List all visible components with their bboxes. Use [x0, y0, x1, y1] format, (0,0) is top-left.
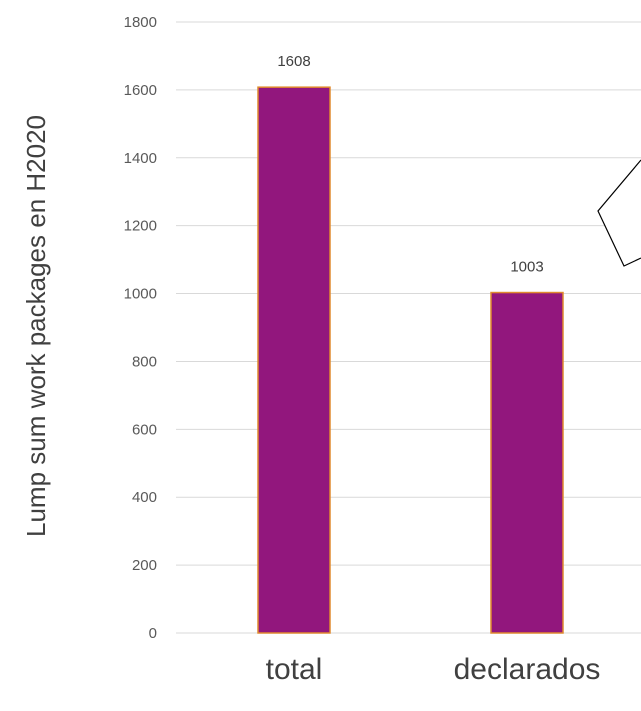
y-tick-label: 1200	[124, 218, 157, 235]
y-tick-label: 1800	[124, 14, 157, 31]
y-axis-label: Lump sum work packages en H2020	[21, 115, 51, 537]
y-tick-label: 200	[132, 557, 157, 574]
y-tick-label: 1400	[124, 150, 157, 167]
bars	[258, 87, 563, 633]
category-label-total: total	[266, 653, 323, 686]
bar-total	[258, 87, 330, 633]
x-category-labels: total declarados	[266, 653, 601, 686]
data-label-declarados: 1003	[510, 259, 543, 276]
gridlines	[176, 22, 641, 633]
y-tick-labels: 0 200 400 600 800 1000 1200 1400 1600 1800	[124, 14, 157, 642]
callout-shape	[598, 160, 641, 266]
data-label-total: 1608	[277, 53, 310, 70]
bar-declarados	[491, 293, 563, 633]
category-label-declarados: declarados	[454, 653, 601, 686]
y-tick-label: 1000	[124, 286, 157, 303]
y-tick-label: 800	[132, 353, 157, 370]
y-tick-label: 1600	[124, 82, 157, 99]
y-tick-label: 400	[132, 489, 157, 506]
y-tick-label: 0	[149, 625, 157, 642]
y-tick-label: 600	[132, 421, 157, 438]
